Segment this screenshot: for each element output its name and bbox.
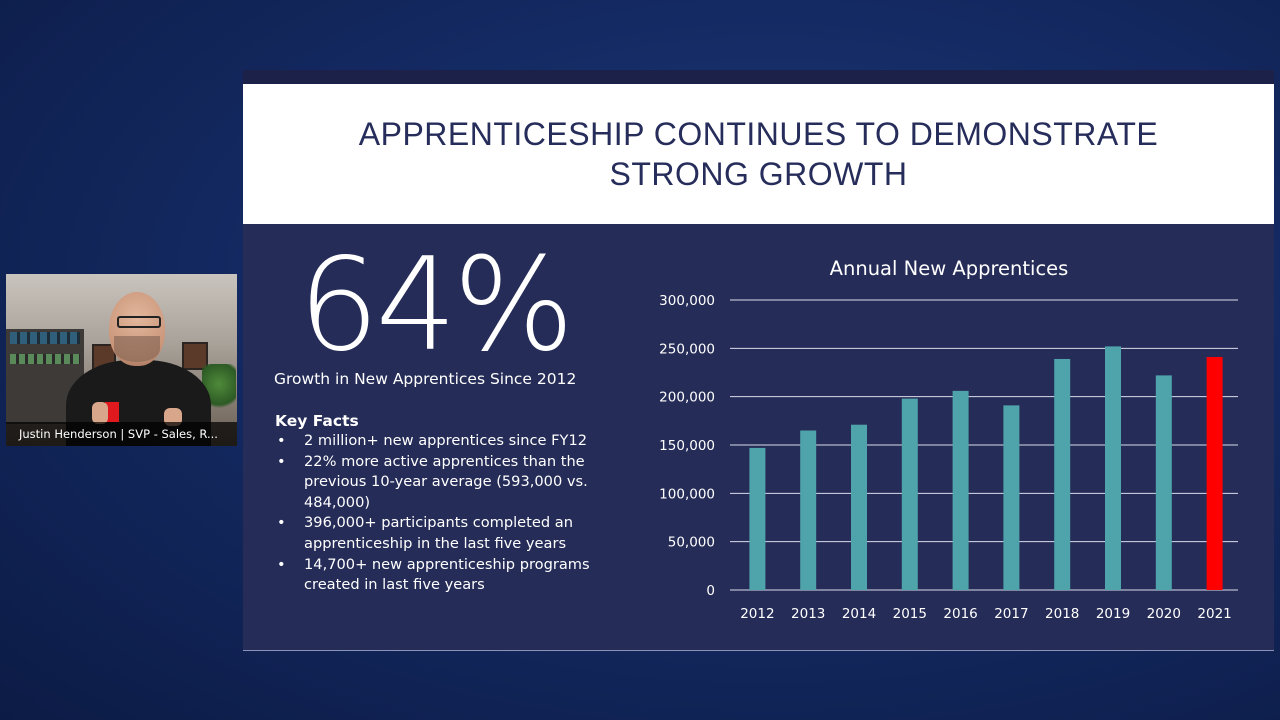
bar-2020 xyxy=(1155,375,1172,590)
participant-hand xyxy=(164,408,182,426)
chart-y-axis: 0 50,000 100,000 150,000 200,000 250,000 300,0… xyxy=(659,293,715,599)
x-tick-label: 2014 xyxy=(842,606,876,622)
bar-2019 xyxy=(1105,346,1121,590)
x-tick-label: 2012 xyxy=(740,606,774,622)
key-fact-item: 2 million+ new apprentices since FY12 xyxy=(275,431,630,452)
slide-title-band: APPRENTICESHIP CONTINUES TO DEMONSTRATE … xyxy=(243,84,1274,224)
bar-2018 xyxy=(1054,358,1071,590)
video-background-jars xyxy=(10,354,80,364)
participant-name-label: Justin Henderson | SVP - Sales, R... xyxy=(6,422,237,446)
key-fact-item: 396,000+ participants completed an appre… xyxy=(275,513,630,554)
x-tick-label: 2018 xyxy=(1045,606,1079,622)
y-tick-label: 150,000 xyxy=(659,438,715,454)
x-tick-label: 2017 xyxy=(994,606,1028,622)
key-facts-heading: Key Facts xyxy=(275,412,359,430)
participant-video-tile[interactable]: Justin Henderson | SVP - Sales, R... xyxy=(6,274,237,446)
bar-2016 xyxy=(952,390,969,590)
key-facts: Key Facts 2 million+ new apprentices sin… xyxy=(275,412,630,596)
x-tick-label: 2013 xyxy=(791,606,825,622)
x-tick-label: 2019 xyxy=(1096,606,1130,622)
stat-caption: Growth in New Apprentices Since 2012 xyxy=(274,370,577,388)
presentation-slide: APPRENTICESHIP CONTINUES TO DEMONSTRATE … xyxy=(243,70,1274,651)
participant-shirt-logo xyxy=(105,402,119,422)
y-tick-label: 100,000 xyxy=(659,486,715,502)
participant-beard xyxy=(114,336,160,362)
bar-chart: Annual New Apprentices 0 50,000 100,000 150… xyxy=(659,257,1238,622)
slide-top-bar xyxy=(243,70,1274,84)
bar-2012 xyxy=(749,447,766,590)
chart-title: Annual New Apprentices xyxy=(830,257,1069,280)
bar-2013 xyxy=(800,430,817,590)
slide-title: APPRENTICESHIP CONTINUES TO DEMONSTRATE … xyxy=(358,116,1159,192)
bar-2021 xyxy=(1206,357,1223,590)
y-tick-label: 0 xyxy=(706,583,715,599)
x-tick-label: 2015 xyxy=(893,606,927,622)
key-fact-item: 22% more active apprentices than the pre… xyxy=(275,452,630,514)
video-background-jars xyxy=(10,332,80,344)
y-tick-label: 250,000 xyxy=(659,341,715,357)
y-tick-label: 300,000 xyxy=(659,293,715,309)
x-tick-label: 2021 xyxy=(1197,606,1231,622)
x-tick-label: 2020 xyxy=(1147,606,1181,622)
key-facts-list: 2 million+ new apprentices since FY12 22… xyxy=(275,431,630,596)
chart-x-axis: 2012 2013 2014 2015 2016 2017 2018 2019 2020 2021 xyxy=(740,606,1232,622)
participant-glasses xyxy=(117,316,161,328)
x-tick-label: 2016 xyxy=(943,606,977,622)
y-tick-label: 200,000 xyxy=(659,390,715,406)
big-stat: 64% xyxy=(298,231,574,380)
video-background-frame xyxy=(182,342,208,370)
chart-bars xyxy=(749,346,1223,590)
bar-2017 xyxy=(1003,405,1020,590)
key-fact-item: 14,700+ new apprenticeship programs crea… xyxy=(275,555,630,596)
y-tick-label: 50,000 xyxy=(668,535,715,551)
bar-2015 xyxy=(901,398,918,590)
participant-hand xyxy=(92,402,108,424)
bar-2014 xyxy=(851,424,867,590)
